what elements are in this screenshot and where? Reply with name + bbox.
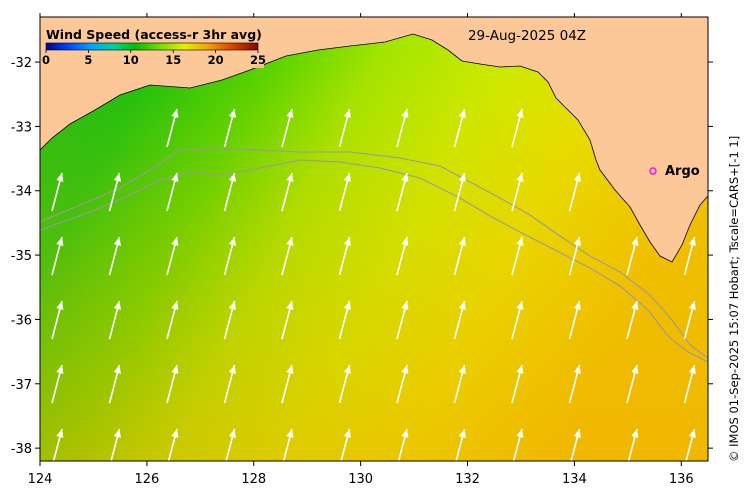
- wind-arrow: [511, 172, 524, 212]
- colorbar-tick-label: 20: [208, 53, 224, 67]
- wind-arrow: [281, 236, 294, 276]
- y-tick-label: -36: [11, 313, 32, 328]
- wind-arrow: [166, 300, 179, 340]
- wind-arrow-field: [51, 108, 696, 468]
- x-tick-label: 134: [562, 472, 587, 487]
- wind-arrow: [281, 108, 294, 148]
- wind-arrow: [166, 172, 179, 212]
- wind-arrow: [166, 108, 179, 148]
- colorbar-bar: [45, 42, 259, 51]
- x-tick-label: 128: [241, 472, 266, 487]
- land-mass: [40, 17, 708, 263]
- wind-arrow: [51, 236, 64, 276]
- wind-arrow: [626, 364, 639, 404]
- colorbar-title: Wind Speed (access-r 3hr avg): [46, 27, 262, 42]
- wind-arrow: [51, 172, 64, 212]
- wind-arrow: [683, 236, 696, 276]
- colorbar: Wind Speed (access-r 3hr avg) 0 5 10 15 20 25: [41, 22, 266, 68]
- colorbar-tick-label: 10: [123, 53, 139, 67]
- bathymetry-contours: [40, 147, 708, 363]
- y-tick-label: -32: [11, 56, 32, 71]
- wind-arrow: [568, 236, 581, 276]
- wind-arrow: [108, 172, 121, 212]
- wind-arrow: [568, 172, 581, 212]
- wind-arrow: [511, 364, 524, 404]
- wind-arrow: [453, 172, 466, 212]
- wind-arrow: [108, 364, 121, 404]
- wind-arrow: [338, 108, 351, 148]
- wind-arrow: [453, 236, 466, 276]
- wind-arrow: [453, 108, 466, 148]
- x-tick-label: 126: [134, 472, 159, 487]
- wind-arrow: [338, 172, 351, 212]
- wind-arrow: [568, 300, 581, 340]
- wind-arrow: [223, 108, 236, 148]
- wind-arrow: [166, 236, 179, 276]
- colorbar-tick-label: 0: [42, 53, 50, 67]
- colorbar-tick-label: 25: [250, 53, 266, 67]
- wind-arrow: [166, 364, 179, 404]
- wind-arrow: [683, 300, 696, 340]
- wind-arrow: [396, 236, 409, 276]
- wind-arrow: [338, 300, 351, 340]
- x-tick-label: 124: [28, 472, 53, 487]
- colorbar-tick-label: 15: [165, 53, 181, 67]
- wind-arrow: [511, 300, 524, 340]
- y-tick-label: -37: [11, 378, 32, 393]
- credit-label: © IMOS 01-Sep-2025 15:07 Hobart; Tscale=…: [727, 136, 741, 462]
- wind-arrow: [223, 364, 236, 404]
- y-axis: -32 -33 -34 -35 -36 -37 -38: [11, 56, 713, 457]
- wind-arrow: [568, 364, 581, 404]
- wind-arrow: [511, 236, 524, 276]
- wind-arrow: [453, 364, 466, 404]
- wind-arrow: [453, 300, 466, 340]
- y-tick-label: -34: [11, 185, 32, 200]
- wind-arrow: [396, 108, 409, 148]
- wind-arrow: [108, 300, 121, 340]
- y-tick-label: -33: [11, 120, 32, 135]
- wind-arrow: [338, 364, 351, 404]
- wind-arrow: [338, 236, 351, 276]
- argo-label: Argo: [665, 164, 700, 179]
- wind-arrow: [223, 236, 236, 276]
- wind-arrow: [281, 300, 294, 340]
- wind-arrow: [396, 300, 409, 340]
- timestamp-label: 29-Aug-2025 04Z: [468, 28, 586, 44]
- wind-arrow: [108, 236, 121, 276]
- wind-arrow: [626, 300, 639, 340]
- wind-arrow: [51, 364, 64, 404]
- y-tick-label: -35: [11, 249, 32, 264]
- x-tick-label: 130: [348, 472, 373, 487]
- wind-arrow: [223, 300, 236, 340]
- plot-frame: [39, 16, 709, 462]
- wind-arrow: [281, 364, 294, 404]
- wind-arrow: [396, 172, 409, 212]
- x-axis: 124 126 128 130 132 134 136: [28, 13, 694, 487]
- wind-arrow: [223, 172, 236, 212]
- x-tick-label: 136: [669, 472, 694, 487]
- wind-arrow: [51, 300, 64, 340]
- wind-arrow: [683, 364, 696, 404]
- y-tick-label: -38: [11, 442, 32, 457]
- colorbar-tick-label: 5: [84, 53, 92, 67]
- x-tick-label: 132: [455, 472, 480, 487]
- colorbar-ticks: 0 5 10 15 20 25: [42, 50, 266, 67]
- wind-arrow: [626, 236, 639, 276]
- wind-arrow: [281, 172, 294, 212]
- argo-marker: [649, 167, 657, 175]
- wind-arrow: [511, 108, 524, 148]
- wind-arrow: [396, 364, 409, 404]
